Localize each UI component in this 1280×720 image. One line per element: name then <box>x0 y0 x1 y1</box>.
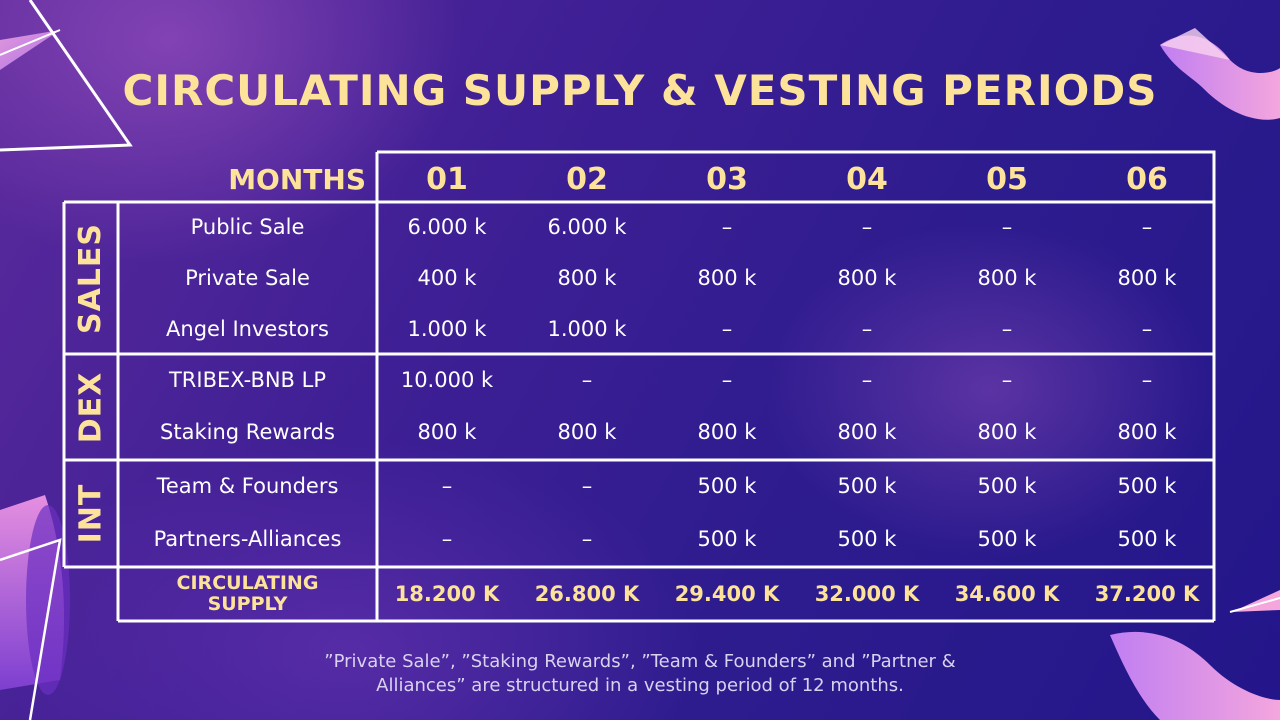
row-label-partners-alliances: Partners-Alliances <box>153 527 342 551</box>
total-cell: 18.200 K <box>394 582 500 606</box>
total-cell: 32.000 K <box>814 582 920 606</box>
table-cell: 800 k <box>837 420 897 444</box>
triangle-outline-bottom-left <box>0 538 62 720</box>
table-cell: 10.000 k <box>400 368 494 392</box>
table-cell: – <box>1001 215 1013 239</box>
total-label-line1: CIRCULATING <box>176 572 319 594</box>
table-cell: – <box>1001 368 1013 392</box>
table-cell: 800 k <box>977 420 1037 444</box>
footnote-line2: Alliances” are structured in a vesting p… <box>376 675 904 696</box>
table-cell: 800 k <box>977 266 1037 290</box>
table-cell: – <box>581 368 593 392</box>
month-header: 06 <box>1126 161 1168 197</box>
table-cell: 500 k <box>1117 474 1177 498</box>
table-cell: – <box>581 474 593 498</box>
table-cell: – <box>441 527 453 551</box>
ribbon-shape-top-right <box>1160 35 1280 120</box>
table-cell: 1.000 k <box>547 317 627 341</box>
triangle-shape-top-left <box>0 30 60 70</box>
table-cell: 500 k <box>837 527 897 551</box>
month-header: 01 <box>426 161 468 197</box>
row-label-staking-rewards: Staking Rewards <box>160 420 335 444</box>
row-label-team-founders: Team & Founders <box>156 474 339 498</box>
table-cell: 6.000 k <box>407 215 487 239</box>
table-cell: 400 k <box>417 266 477 290</box>
table-cell: – <box>581 527 593 551</box>
row-label-public-sale: Public Sale <box>190 215 305 239</box>
table-cell: 800 k <box>1117 266 1177 290</box>
table-cell: – <box>721 368 733 392</box>
total-cell: 26.800 K <box>534 582 640 606</box>
table-cell: 500 k <box>837 474 897 498</box>
month-header: 03 <box>706 161 748 197</box>
table-cell: 800 k <box>557 420 617 444</box>
table-cell: 800 k <box>557 266 617 290</box>
table-cell: – <box>441 474 453 498</box>
table-cell: – <box>1001 317 1013 341</box>
triangle-outline-top-left <box>0 0 133 152</box>
table-cell: 1.000 k <box>407 317 487 341</box>
table-cell: 800 k <box>837 266 897 290</box>
table-cell: – <box>721 317 733 341</box>
table-cell: – <box>1141 368 1153 392</box>
total-cell: 29.400 K <box>674 582 780 606</box>
table-cell: 800 k <box>697 420 757 444</box>
table-cell: 6.000 k <box>547 215 627 239</box>
month-header: 05 <box>986 161 1028 197</box>
footnote-line1: ”Private Sale”, ”Staking Rewards”, ”Team… <box>324 651 956 672</box>
circulating-supply-label: CIRCULATING SUPPLY <box>118 567 377 621</box>
total-cell: 34.600 K <box>954 582 1060 606</box>
row-label-angel-investors: Angel Investors <box>166 317 329 341</box>
page-title: CIRCULATING SUPPLY & VESTING PERIODS <box>122 66 1158 115</box>
row-label-tribex-bnb-lp: TRIBEX-BNB LP <box>168 368 327 392</box>
group-label-int: INT <box>73 483 109 544</box>
table-cell: 500 k <box>697 527 757 551</box>
table-cell: 800 k <box>697 266 757 290</box>
month-header: 04 <box>846 161 888 197</box>
table-cell: – <box>861 368 873 392</box>
table-cell: – <box>721 215 733 239</box>
table-cell: – <box>1141 317 1153 341</box>
table-cell: – <box>861 317 873 341</box>
group-label-dex: DEX <box>73 371 109 443</box>
table-cell: 500 k <box>977 527 1037 551</box>
row-label-private-sale: Private Sale <box>185 266 310 290</box>
table-cell: 500 k <box>1117 527 1177 551</box>
ribbon-shape-bottom-right <box>1110 631 1280 720</box>
group-label-sales: SALES <box>73 222 109 334</box>
table-cell: 800 k <box>417 420 477 444</box>
months-header-label: MONTHS <box>228 162 366 196</box>
table-cell: 800 k <box>1117 420 1177 444</box>
table-cell: 500 k <box>977 474 1037 498</box>
month-header: 02 <box>566 161 608 197</box>
table-cell: 500 k <box>697 474 757 498</box>
total-label-line2: SUPPLY <box>207 593 288 615</box>
total-cell: 37.200 K <box>1094 582 1200 606</box>
footnote: ”Private Sale”, ”Staking Rewards”, ”Team… <box>240 650 1040 698</box>
table-cell: – <box>861 215 873 239</box>
table-cell: – <box>1141 215 1153 239</box>
